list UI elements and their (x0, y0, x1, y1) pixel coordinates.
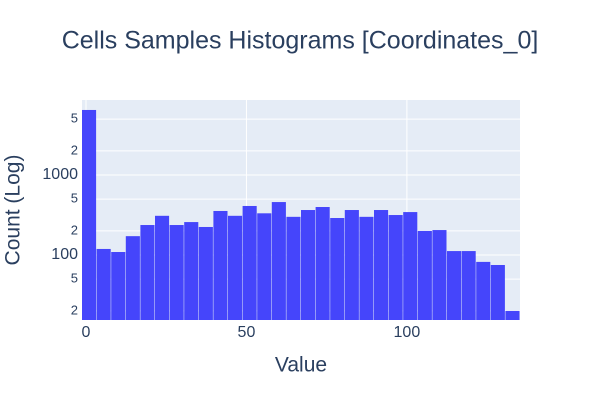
bar (476, 261, 491, 320)
bar (432, 230, 447, 320)
bar (125, 236, 140, 320)
y-tick-label: 5 (71, 111, 78, 126)
bar (140, 225, 155, 320)
bar (213, 210, 228, 320)
x-tick-label: 0 (82, 324, 91, 341)
y-tick-label: 2 (71, 142, 78, 157)
y-tick-label: 5 (71, 271, 78, 286)
bar (490, 264, 505, 320)
bar (301, 210, 316, 320)
bar (359, 216, 374, 320)
y-tick-label: 2 (71, 302, 78, 317)
bar (169, 225, 184, 320)
y-tick-label: 5 (71, 191, 78, 206)
bar (228, 215, 243, 320)
bar (461, 251, 476, 320)
x-tick-label: 50 (238, 324, 256, 341)
bar (286, 216, 301, 320)
bar (505, 310, 520, 320)
bar (111, 252, 126, 320)
bar (96, 248, 111, 320)
bar (330, 218, 345, 320)
bar (155, 215, 170, 320)
bar (271, 202, 286, 320)
x-tick-label: 100 (394, 324, 421, 341)
y-tick-label: 100 (51, 246, 78, 263)
bar (388, 215, 403, 320)
bar (403, 212, 418, 320)
y-tick-label: 1000 (42, 166, 78, 183)
chart-title: Cells Samples Histograms [Coordinates_0] (62, 27, 539, 55)
bar (82, 109, 97, 320)
bar (184, 222, 199, 320)
bar (242, 205, 257, 320)
bar (344, 210, 359, 320)
bar (198, 226, 213, 320)
y-axis-label: Count (Log) (2, 155, 25, 266)
x-axis-label: Value (275, 354, 327, 377)
y-tick-label: 2 (71, 222, 78, 237)
bar (257, 213, 272, 320)
bar (315, 207, 330, 320)
bar (374, 210, 389, 320)
bar (447, 251, 462, 320)
bar (417, 230, 432, 320)
